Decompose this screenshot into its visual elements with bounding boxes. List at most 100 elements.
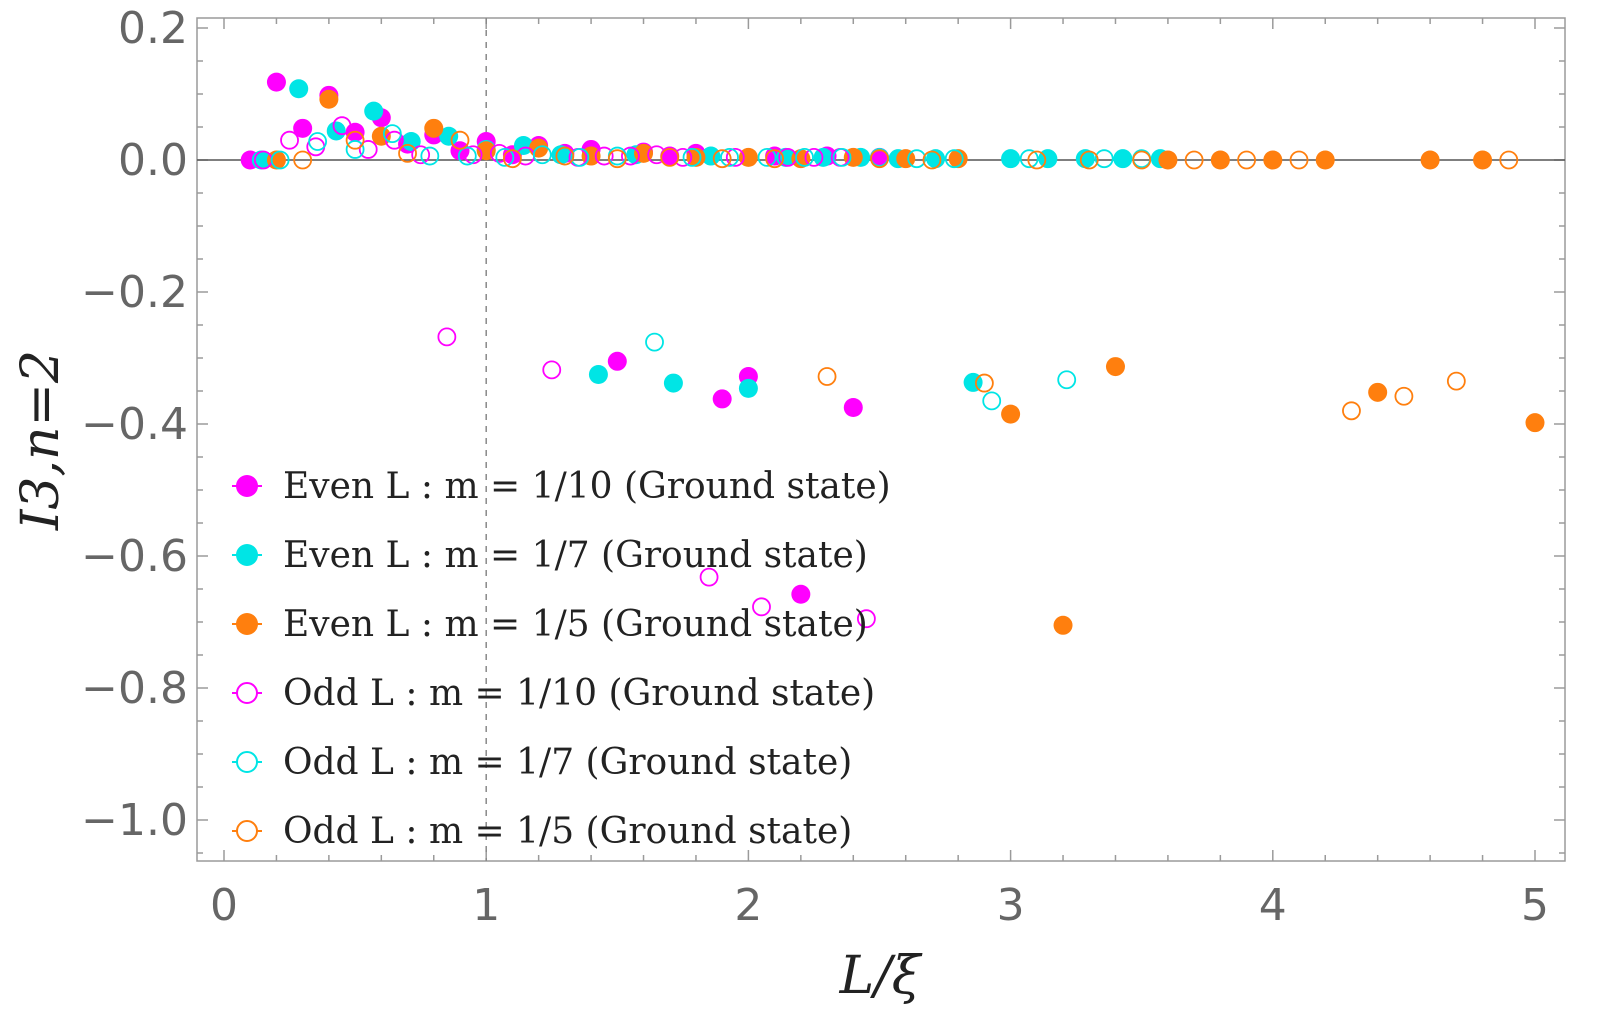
filled-point xyxy=(266,150,286,170)
legend: Even L : m = 1/10 (Ground state) Even L :… xyxy=(232,466,891,852)
legend-label: Even L : m = 1/10 (Ground state) xyxy=(283,466,891,507)
filled-point xyxy=(424,118,444,138)
open-point xyxy=(420,146,440,166)
filled-point xyxy=(712,389,732,409)
open-point xyxy=(532,145,552,165)
legend-label: Odd L : m = 1/5 (Ground state) xyxy=(283,811,852,852)
x-axis-title: L/ξ xyxy=(839,946,923,1006)
open-point xyxy=(437,327,457,347)
x-tick-label: 0 xyxy=(210,880,238,931)
legend-marker xyxy=(236,751,258,773)
filled-point xyxy=(686,147,706,167)
open-point xyxy=(1237,150,1256,170)
open-point xyxy=(765,149,785,169)
filled-point xyxy=(1263,150,1283,170)
filled-point xyxy=(588,365,608,384)
open-point xyxy=(645,332,664,352)
open-point xyxy=(1446,371,1466,391)
open-point xyxy=(293,150,313,170)
legend-label: Odd L : m = 1/7 (Ground state) xyxy=(283,742,852,783)
y-tick-label: 0.0 xyxy=(118,135,188,186)
filled-point xyxy=(1001,404,1021,424)
filled-point xyxy=(293,118,313,138)
open-point xyxy=(594,146,614,166)
open-point xyxy=(358,140,378,159)
filled-point xyxy=(738,378,758,398)
open-point xyxy=(673,147,693,167)
filled-point xyxy=(1368,382,1388,402)
filled-point xyxy=(1053,615,1073,635)
x-tick-label: 2 xyxy=(734,880,762,931)
legend-marker xyxy=(236,475,258,497)
filled-point xyxy=(529,138,549,158)
filled-point xyxy=(319,89,339,109)
open-point xyxy=(1027,150,1047,170)
open-point xyxy=(270,150,290,170)
filled-point xyxy=(401,132,421,152)
open-point xyxy=(411,145,431,165)
open-point xyxy=(495,147,515,167)
filled-point xyxy=(1001,149,1021,169)
filled-point xyxy=(1158,150,1178,170)
y-tick-label: −1.0 xyxy=(81,795,188,846)
x-tick-label: 5 xyxy=(1521,880,1549,931)
open-point xyxy=(1019,149,1039,169)
filled-point xyxy=(1210,150,1230,170)
open-point xyxy=(870,149,889,169)
open-point xyxy=(1499,150,1519,170)
open-point xyxy=(607,149,627,169)
open-point xyxy=(382,124,402,144)
open-point xyxy=(982,391,1002,411)
x-tick-label: 3 xyxy=(997,880,1025,931)
open-point xyxy=(555,146,575,166)
legend-label: Even L : m = 1/7 (Ground state) xyxy=(283,535,868,576)
open-point xyxy=(1342,401,1361,421)
filled-point xyxy=(948,149,968,169)
legend-marker xyxy=(236,544,258,566)
open-point xyxy=(1184,150,1204,170)
filled-point xyxy=(738,147,758,167)
open-point xyxy=(1132,150,1152,170)
open-point xyxy=(725,147,745,167)
open-point xyxy=(450,130,470,150)
y-tick-label: −0.4 xyxy=(81,399,188,450)
y-tick-label: −0.8 xyxy=(81,663,188,714)
filled-point xyxy=(701,146,721,166)
open-point xyxy=(345,140,365,159)
filled-point xyxy=(289,79,309,99)
open-point xyxy=(280,130,299,150)
filled-point xyxy=(1420,150,1440,170)
open-point xyxy=(804,147,824,167)
open-point xyxy=(856,609,876,629)
y-axis-title: I3,n=2 xyxy=(11,350,71,531)
open-point xyxy=(817,367,837,386)
open-point xyxy=(922,150,942,170)
open-point xyxy=(457,146,477,166)
y-tick-label: −0.2 xyxy=(81,267,188,318)
open-point xyxy=(542,360,562,380)
y-tick-label: 0.2 xyxy=(118,3,188,54)
open-point xyxy=(503,149,522,169)
open-point xyxy=(699,567,719,587)
open-point xyxy=(795,147,814,167)
filled-point xyxy=(1473,150,1493,170)
open-point xyxy=(682,147,702,167)
open-point xyxy=(752,597,771,617)
filled-point xyxy=(1105,357,1125,377)
y-tick-label: −0.6 xyxy=(81,531,188,582)
filled-point xyxy=(791,584,811,604)
open-point xyxy=(570,147,590,167)
open-point xyxy=(720,147,739,167)
legend-marker xyxy=(236,820,258,842)
open-point xyxy=(398,143,417,163)
open-point xyxy=(974,373,994,393)
filled-point xyxy=(1315,150,1335,170)
x-tick-labels: 0 1 2 3 4 5 xyxy=(210,880,1549,931)
legend-label: Odd L : m = 1/10 (Ground state) xyxy=(283,673,875,714)
open-point xyxy=(345,130,365,150)
y-tick-labels: 0.2 0.0 −0.2 −0.4 −0.6 −0.8 −1.0 xyxy=(81,3,188,846)
open-point xyxy=(1289,150,1309,170)
open-point xyxy=(489,143,509,163)
legend-marker xyxy=(236,682,258,704)
open-point xyxy=(621,146,640,166)
